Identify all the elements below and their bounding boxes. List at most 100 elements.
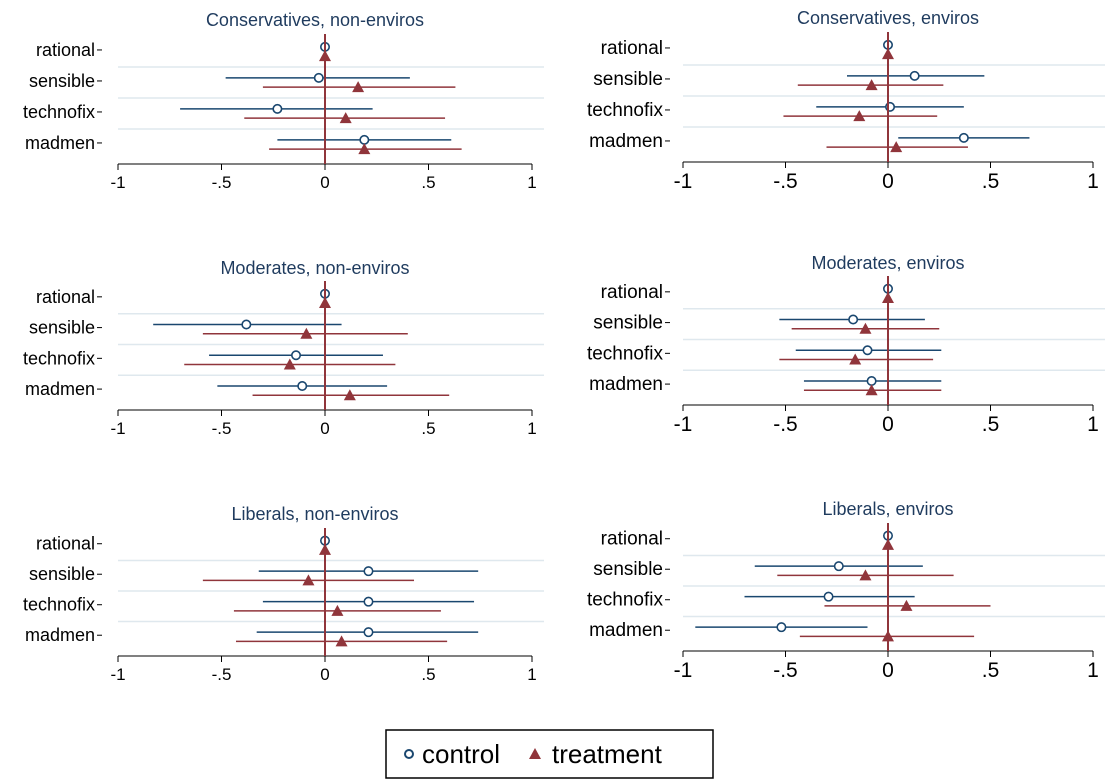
category-label: rational xyxy=(601,38,663,59)
x-tick-label: -1 xyxy=(110,665,125,684)
x-tick-label: 0 xyxy=(882,413,894,436)
legend-control-marker xyxy=(404,749,414,759)
x-tick-label: -.5 xyxy=(212,173,232,192)
panel-2: Moderates, non-enviros rational sensible te… xyxy=(23,258,544,438)
x-tick-label: -1 xyxy=(674,659,693,682)
category-label: technofix xyxy=(23,102,95,122)
category-label: sensible xyxy=(593,69,663,90)
panel-5: Liberals, enviros rational sensible technof… xyxy=(587,499,1105,682)
x-tick-label: -1 xyxy=(674,413,693,436)
panel-title: Conservatives, enviros xyxy=(797,8,979,28)
panel-0: Conservatives, non-enviros rational sensib… xyxy=(23,10,544,192)
x-tick-label: 1 xyxy=(527,665,536,684)
category-label: technofix xyxy=(587,100,664,121)
panel-4: Liberals, non-enviros rational sensible tec… xyxy=(23,504,544,684)
x-tick-label: 1 xyxy=(527,173,536,192)
x-tick-label: 1 xyxy=(1087,413,1099,436)
category-label: technofix xyxy=(23,348,95,368)
control-point xyxy=(363,596,374,607)
x-tick-label: -1 xyxy=(110,419,125,438)
x-tick-label: -.5 xyxy=(212,665,232,684)
panel-1: Conservatives, enviros rational sensible te… xyxy=(587,8,1105,193)
x-tick-label: -.5 xyxy=(773,659,798,682)
x-tick-label: .5 xyxy=(421,173,435,192)
control-point xyxy=(272,103,283,114)
treatment-point xyxy=(352,81,365,93)
treatment-point xyxy=(331,604,344,616)
treatment-point xyxy=(343,389,356,401)
legend-treatment-label: treatment xyxy=(552,739,663,769)
x-tick-label: .5 xyxy=(982,170,1000,193)
panel-title: Liberals, enviros xyxy=(822,499,953,519)
category-label: rational xyxy=(36,287,95,307)
category-label: technofix xyxy=(23,595,95,615)
legend-control-label: control xyxy=(422,739,500,769)
category-label: rational xyxy=(36,40,95,60)
control-point xyxy=(291,350,302,361)
category-label: technofix xyxy=(587,343,664,364)
panel-3: Moderates, enviros rational sensible techno… xyxy=(587,253,1105,436)
control-point xyxy=(848,314,859,325)
panel-title: Moderates, non-enviros xyxy=(220,258,409,278)
x-tick-label: -.5 xyxy=(773,413,798,436)
control-point xyxy=(862,345,873,356)
category-label: rational xyxy=(601,282,663,303)
legend: control treatment xyxy=(385,729,714,779)
treatment-point xyxy=(302,574,315,586)
x-tick-label: .5 xyxy=(982,413,1000,436)
control-point xyxy=(958,132,969,143)
treatment-point xyxy=(853,110,866,122)
category-label: sensible xyxy=(593,313,663,334)
control-point xyxy=(823,591,834,602)
category-label: sensible xyxy=(593,559,663,580)
control-point xyxy=(776,622,787,633)
control-point xyxy=(297,381,308,392)
x-tick-label: -.5 xyxy=(773,170,798,193)
panel-title: Moderates, enviros xyxy=(811,253,964,273)
category-label: madmen xyxy=(25,625,95,645)
category-label: rational xyxy=(601,529,663,550)
treatment-point xyxy=(859,569,872,581)
treatment-point xyxy=(849,353,862,365)
control-point xyxy=(833,561,844,572)
x-tick-label: -1 xyxy=(110,173,125,192)
treatment-point xyxy=(335,635,348,647)
treatment-point xyxy=(358,143,371,155)
control-point xyxy=(313,72,324,83)
treatment-point xyxy=(890,141,903,153)
treatment-point xyxy=(339,112,352,124)
category-label: madmen xyxy=(589,374,663,395)
control-point xyxy=(241,319,252,330)
category-label: madmen xyxy=(25,133,95,153)
x-tick-label: 0 xyxy=(320,419,329,438)
treatment-point xyxy=(865,384,878,396)
panel-title: Liberals, non-enviros xyxy=(231,504,398,524)
legend-box xyxy=(385,729,714,779)
x-tick-label: 0 xyxy=(882,659,894,682)
x-tick-label: 0 xyxy=(320,665,329,684)
x-tick-label: 0 xyxy=(882,170,894,193)
control-point xyxy=(909,70,920,81)
treatment-point xyxy=(283,358,296,370)
treatment-point xyxy=(300,327,313,339)
treatment-point xyxy=(859,322,872,334)
category-label: sensible xyxy=(29,318,95,338)
category-label: madmen xyxy=(25,379,95,399)
treatment-point xyxy=(900,599,913,611)
treatment-point xyxy=(865,79,878,91)
control-point xyxy=(359,134,370,145)
x-tick-label: -1 xyxy=(674,170,693,193)
x-tick-label: .5 xyxy=(982,659,1000,682)
category-label: technofix xyxy=(587,590,664,611)
x-tick-label: .5 xyxy=(421,665,435,684)
legend-treatment-marker xyxy=(529,748,541,759)
control-point xyxy=(866,376,877,387)
category-label: madmen xyxy=(589,131,663,152)
category-label: madmen xyxy=(589,620,663,641)
x-tick-label: -.5 xyxy=(212,419,232,438)
panels-group: Conservatives, non-enviros rational sensib… xyxy=(23,8,1105,684)
x-tick-label: 1 xyxy=(1087,170,1099,193)
x-tick-label: 1 xyxy=(527,419,536,438)
category-label: sensible xyxy=(29,564,95,584)
